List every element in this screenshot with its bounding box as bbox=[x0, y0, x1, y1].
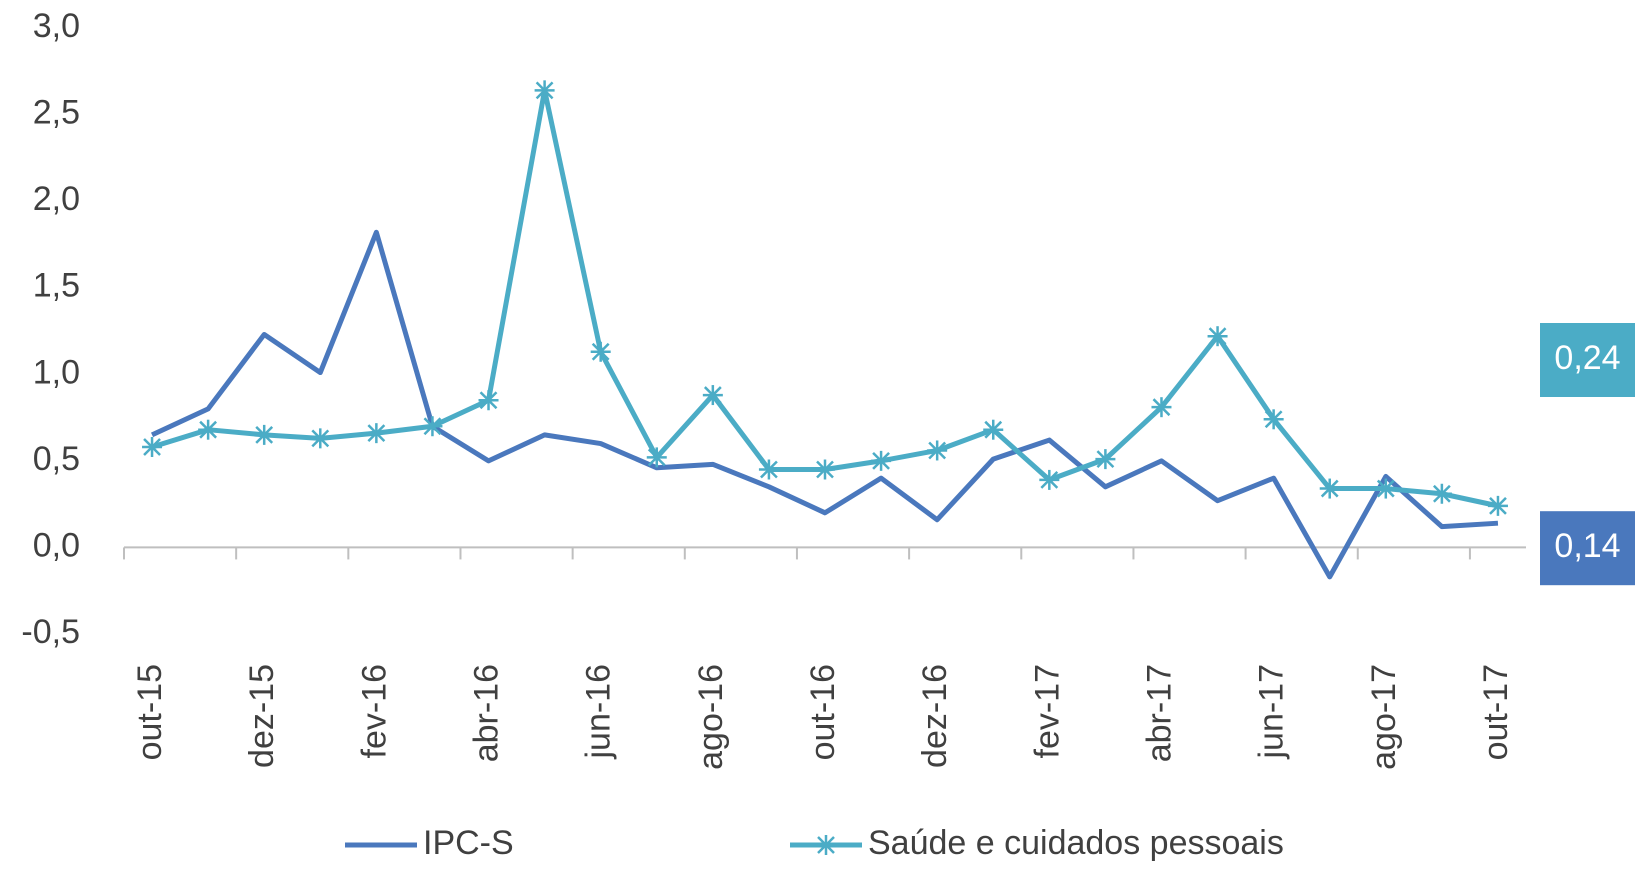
marker bbox=[1207, 326, 1228, 347]
marker-stroke bbox=[535, 81, 554, 100]
value-label-box bbox=[1540, 323, 1635, 397]
x-tick-label: dez-15 bbox=[243, 664, 281, 768]
value-label-box bbox=[1540, 511, 1635, 586]
x-tick-label: out-15 bbox=[131, 664, 169, 760]
x-tick-label: out-17 bbox=[1477, 664, 1515, 760]
x-tick-label: fev-16 bbox=[355, 664, 393, 759]
marker bbox=[1095, 449, 1116, 470]
x-tick-label: jun-17 bbox=[1253, 664, 1291, 760]
marker bbox=[646, 447, 667, 468]
marker-stroke bbox=[311, 429, 330, 448]
marker bbox=[142, 437, 163, 458]
marker bbox=[254, 424, 275, 445]
marker-stroke bbox=[255, 426, 274, 444]
marker-stroke bbox=[591, 342, 610, 361]
marker bbox=[1375, 478, 1396, 499]
marker bbox=[815, 459, 835, 480]
marker bbox=[702, 385, 723, 406]
marker bbox=[310, 428, 331, 449]
value-label: 0,24 bbox=[1554, 339, 1620, 377]
marker-stroke bbox=[1264, 410, 1283, 429]
marker-stroke bbox=[816, 460, 834, 479]
y-tick-label: 0,0 bbox=[33, 526, 80, 564]
marker bbox=[983, 419, 1004, 440]
marker-stroke bbox=[1432, 484, 1451, 503]
y-tick-label: 2,5 bbox=[33, 94, 80, 132]
y-tick-label: 2,0 bbox=[33, 180, 80, 218]
x-tick-label: fev-17 bbox=[1028, 664, 1066, 759]
marker bbox=[758, 459, 779, 480]
x-tick-label: ago-17 bbox=[1365, 664, 1403, 770]
marker bbox=[366, 423, 387, 444]
marker bbox=[1431, 483, 1452, 504]
marker-stroke bbox=[423, 417, 442, 436]
marker-stroke bbox=[872, 451, 890, 470]
y-tick-label: 1,5 bbox=[33, 267, 80, 305]
marker bbox=[198, 419, 219, 440]
y-tick-label: 3,0 bbox=[33, 7, 80, 45]
marker bbox=[927, 440, 948, 461]
marker bbox=[590, 341, 611, 362]
marker-stroke bbox=[1489, 496, 1507, 515]
marker-stroke bbox=[984, 420, 1003, 439]
marker bbox=[478, 390, 499, 411]
marker bbox=[1039, 469, 1060, 490]
y-tick-label: -0,5 bbox=[21, 613, 80, 651]
marker bbox=[1263, 409, 1284, 430]
x-tick-label: abr-16 bbox=[468, 664, 506, 762]
series-line bbox=[150, 229, 1499, 580]
marker-stroke bbox=[1320, 479, 1339, 498]
marker bbox=[871, 450, 892, 471]
marker bbox=[1487, 495, 1508, 516]
marker-stroke bbox=[479, 391, 498, 410]
x-tick-label: abr-17 bbox=[1140, 664, 1178, 762]
marker-stroke bbox=[1040, 471, 1059, 489]
x-tick-label: dez-16 bbox=[916, 664, 954, 768]
legend-label: Saúde e cuidados pessoais bbox=[868, 824, 1284, 862]
marker-stroke bbox=[1096, 450, 1115, 469]
value-label: 0,14 bbox=[1554, 527, 1620, 565]
marker-stroke bbox=[199, 420, 218, 439]
x-tick-label: out-16 bbox=[804, 664, 842, 760]
marker-stroke bbox=[760, 460, 778, 479]
marker-stroke bbox=[1208, 327, 1227, 346]
marker-stroke bbox=[367, 424, 386, 443]
x-tick-label: jun-16 bbox=[580, 664, 618, 760]
x-tick-label: ago-16 bbox=[692, 664, 730, 770]
marker-stroke bbox=[1152, 398, 1171, 417]
marker bbox=[534, 80, 555, 101]
marker bbox=[422, 416, 443, 437]
y-tick-label: 0,5 bbox=[33, 440, 80, 478]
series-line bbox=[151, 87, 1499, 509]
marker-stroke bbox=[817, 836, 835, 854]
marker bbox=[1151, 397, 1172, 418]
y-tick-label: 1,0 bbox=[33, 353, 80, 391]
legend-marker bbox=[816, 835, 836, 855]
marker-stroke bbox=[647, 448, 666, 467]
legend-label: IPC-S bbox=[423, 824, 514, 862]
marker-stroke bbox=[1376, 479, 1395, 498]
marker-stroke bbox=[703, 386, 722, 404]
marker bbox=[1319, 478, 1340, 499]
marker-stroke bbox=[928, 441, 947, 460]
marker-stroke bbox=[143, 438, 161, 456]
